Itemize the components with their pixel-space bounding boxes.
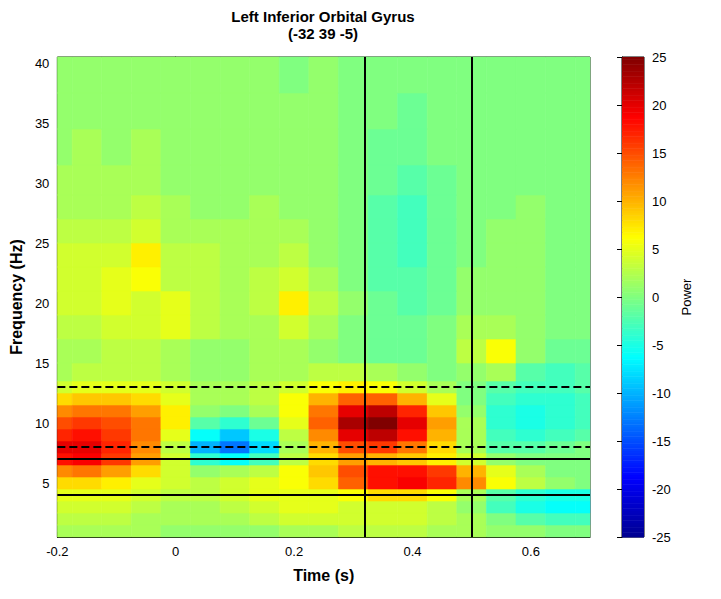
svg-text:40: 40: [35, 56, 49, 71]
svg-text:-10: -10: [652, 386, 671, 401]
svg-text:Frequency (Hz): Frequency (Hz): [8, 239, 25, 355]
svg-text:0.2: 0.2: [285, 544, 303, 559]
svg-text:-20: -20: [652, 482, 671, 497]
svg-text:-0.2: -0.2: [46, 544, 68, 559]
svg-text:30: 30: [35, 176, 49, 191]
svg-text:Power: Power: [679, 278, 694, 316]
svg-text:-5: -5: [652, 338, 664, 353]
svg-text:15: 15: [35, 356, 49, 371]
svg-text:20: 20: [35, 296, 49, 311]
svg-text:35: 35: [35, 116, 49, 131]
svg-text:0: 0: [652, 290, 659, 305]
svg-text:20: 20: [652, 98, 666, 113]
svg-text:Time (s): Time (s): [293, 567, 354, 584]
svg-text:10: 10: [652, 194, 666, 209]
svg-text:(-32 39 -5): (-32 39 -5): [288, 25, 358, 42]
svg-text:0: 0: [172, 544, 179, 559]
svg-text:10: 10: [35, 416, 49, 431]
svg-text:15: 15: [652, 146, 666, 161]
svg-text:-25: -25: [652, 530, 671, 545]
svg-text:25: 25: [35, 236, 49, 251]
svg-text:5: 5: [652, 242, 659, 257]
svg-text:5: 5: [42, 476, 49, 491]
svg-text:Left Inferior Orbital Gyrus: Left Inferior Orbital Gyrus: [231, 8, 414, 25]
svg-text:-15: -15: [652, 434, 671, 449]
svg-text:25: 25: [652, 50, 666, 65]
svg-text:0.6: 0.6: [522, 544, 540, 559]
svg-text:0.4: 0.4: [403, 544, 421, 559]
